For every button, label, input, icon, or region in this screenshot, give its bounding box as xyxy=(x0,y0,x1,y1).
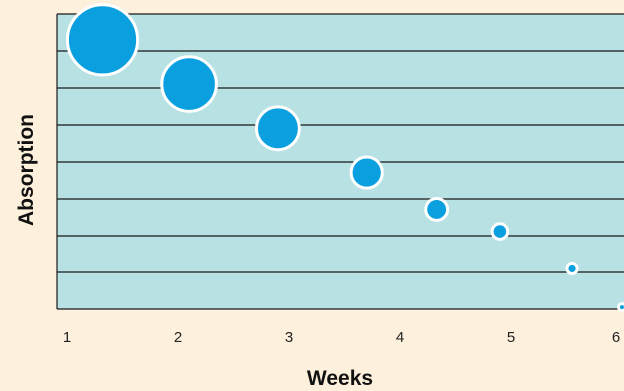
bubble-series xyxy=(65,3,624,313)
bubble-point-4 xyxy=(349,155,384,190)
x-tick-label: 6 xyxy=(612,329,620,346)
bubble-point-6 xyxy=(490,222,510,241)
x-tick-label: 3 xyxy=(285,329,293,346)
x-tick-label: 4 xyxy=(396,329,404,346)
x-tick-label: 5 xyxy=(507,329,515,346)
x-axis-title: Weeks xyxy=(307,367,373,390)
x-tick-label: 1 xyxy=(63,329,71,346)
x-tick-label: 2 xyxy=(174,329,182,346)
bubble-point-2 xyxy=(160,55,218,113)
bubble-point-5 xyxy=(424,197,450,222)
bubble-point-3 xyxy=(254,105,301,152)
bubble-point-8 xyxy=(616,302,624,313)
y-axis-title: Absorption xyxy=(15,114,38,226)
grid-lines xyxy=(56,13,624,310)
x-axis-ticks: 1 2 3 4 5 6 xyxy=(63,329,620,346)
bubble-point-1 xyxy=(65,3,140,77)
bubble-point-7 xyxy=(565,261,579,276)
